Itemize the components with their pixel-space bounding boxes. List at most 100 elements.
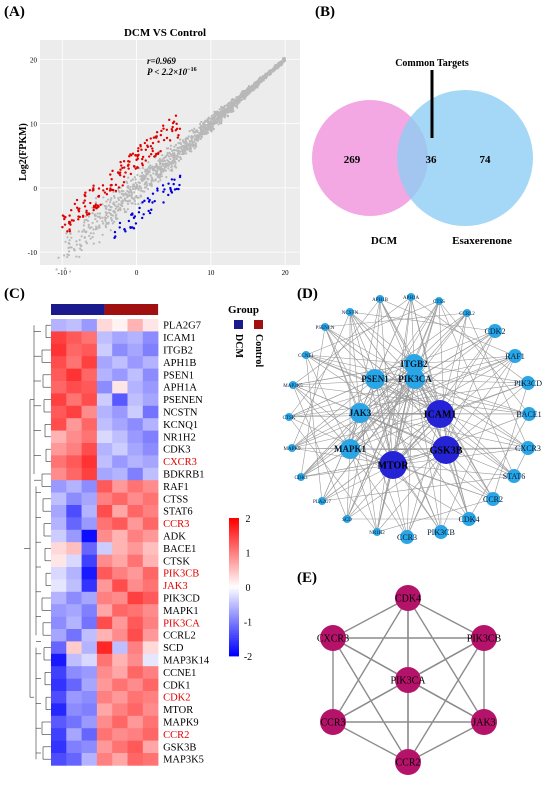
data-point xyxy=(113,220,116,223)
data-point xyxy=(229,105,233,109)
panel-e-letter: (E) xyxy=(297,570,317,586)
data-point-up xyxy=(75,198,79,202)
data-point xyxy=(268,73,271,76)
data-point-up xyxy=(116,171,120,174)
heatmap-cell xyxy=(96,405,113,419)
data-point-up xyxy=(61,225,64,229)
network-edge xyxy=(305,354,416,380)
data-point xyxy=(257,82,260,85)
data-point-down xyxy=(133,215,137,218)
heatmap-cell xyxy=(66,381,82,394)
network-edge xyxy=(292,384,351,450)
data-point-up xyxy=(152,136,156,139)
data-point-up xyxy=(63,223,67,226)
x-tick-label: 20 xyxy=(282,269,290,277)
data-point xyxy=(109,205,112,208)
heatmap-cell xyxy=(51,691,67,704)
data-point xyxy=(185,144,188,147)
network-node xyxy=(288,444,296,452)
color-scale-step xyxy=(229,541,239,544)
heatmap-cell xyxy=(66,579,82,593)
data-point xyxy=(177,159,181,162)
data-point xyxy=(94,197,98,200)
data-point xyxy=(197,136,200,139)
data-point-up xyxy=(134,167,137,170)
data-point xyxy=(183,141,186,144)
network-node xyxy=(379,451,407,479)
network-edge xyxy=(305,354,447,451)
data-point xyxy=(172,154,175,158)
network-edge xyxy=(324,312,468,328)
data-point-down xyxy=(161,184,165,187)
data-point xyxy=(83,219,86,222)
heatmap-cell xyxy=(142,753,159,766)
data-point xyxy=(150,176,153,179)
data-point xyxy=(119,206,122,210)
network-edge xyxy=(406,413,441,538)
data-point xyxy=(211,125,215,128)
data-point xyxy=(173,145,176,148)
network-node xyxy=(321,323,329,331)
heatmap-cell xyxy=(66,480,82,493)
data-point xyxy=(144,175,147,178)
data-point xyxy=(210,126,213,129)
data-point xyxy=(222,111,225,114)
hub-edge xyxy=(332,637,409,681)
ppi-network-nodes: MTOR GSK3B ICAM1 PIK3CA ITGB2 PSEN1 JAK3 MAPK1 S… xyxy=(283,293,542,544)
heatmap-cell xyxy=(142,728,159,741)
data-point xyxy=(212,113,215,116)
heatmap-cell xyxy=(142,517,159,531)
data-point xyxy=(139,189,143,192)
heatmap-cell xyxy=(112,443,128,456)
data-point-up xyxy=(127,160,130,163)
heatmap-cell xyxy=(66,629,82,642)
heatmap-cell xyxy=(51,480,67,493)
network-edge xyxy=(374,378,515,477)
data-point-up xyxy=(117,186,121,189)
data-point xyxy=(231,103,235,106)
hub-node xyxy=(471,625,497,651)
hub-edge xyxy=(407,679,485,723)
data-point xyxy=(199,124,203,127)
panel-b-letter: (B) xyxy=(315,4,335,20)
color-scale-tick: -2 xyxy=(244,652,252,663)
data-point-up xyxy=(145,139,149,142)
network-node-label: GSK3B xyxy=(430,446,463,457)
data-point xyxy=(189,147,192,150)
data-point xyxy=(210,130,213,133)
heatmap-cell xyxy=(96,728,113,741)
network-edge xyxy=(292,363,415,386)
data-point xyxy=(190,137,194,140)
hub-edge xyxy=(332,597,409,639)
data-point xyxy=(159,162,162,165)
data-point-up xyxy=(151,147,154,150)
data-point xyxy=(140,174,144,177)
network-edge xyxy=(349,311,361,414)
heatmap-cell xyxy=(51,443,67,456)
data-point xyxy=(245,88,249,91)
heatmap-cell xyxy=(66,405,82,419)
color-scale-step xyxy=(229,580,239,583)
heatmap-cell xyxy=(96,691,113,704)
network-edge xyxy=(291,447,394,466)
data-point xyxy=(148,182,151,186)
data-point xyxy=(104,226,108,229)
data-point xyxy=(259,76,262,79)
data-point xyxy=(155,164,158,167)
data-point xyxy=(194,143,197,147)
network-node-label: PSENEN xyxy=(316,326,335,331)
data-point xyxy=(202,122,205,125)
heatmap-cell xyxy=(66,455,82,469)
heatmap-cell xyxy=(51,467,67,481)
data-point xyxy=(226,104,229,107)
data-point-up xyxy=(177,134,180,137)
data-point-up xyxy=(126,164,130,167)
network-edge xyxy=(414,378,515,477)
data-point xyxy=(98,212,102,215)
heatmap-cell xyxy=(51,715,67,729)
venn-annotation: Common Targets xyxy=(395,58,469,69)
heatmap-cell xyxy=(81,505,98,518)
data-point xyxy=(262,79,265,82)
heatmap-cell xyxy=(81,368,98,382)
data-point xyxy=(160,165,163,168)
